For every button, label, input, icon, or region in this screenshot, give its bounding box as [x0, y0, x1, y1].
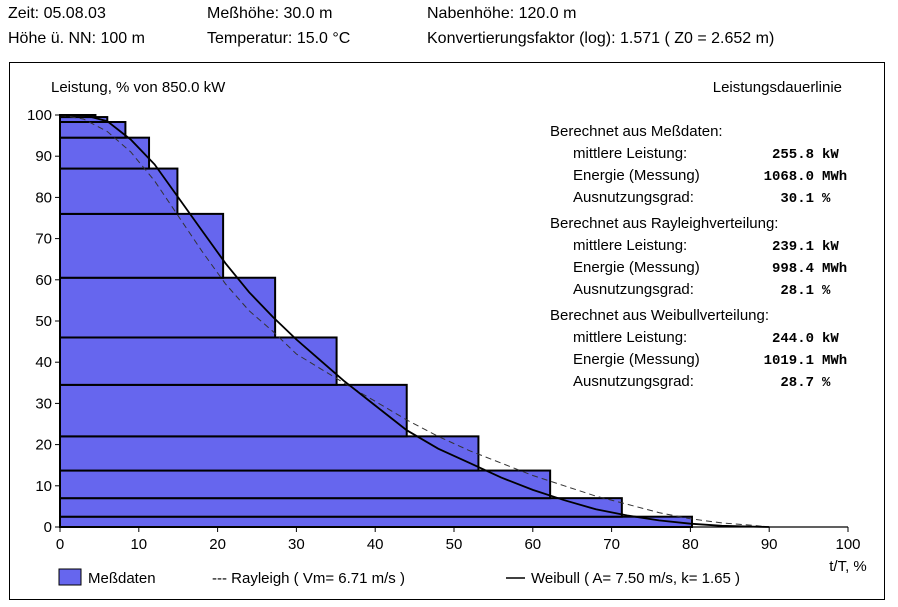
- bar: [59, 167, 179, 215]
- stats-label: Energie (Messung): [573, 351, 700, 368]
- y-tick-label: 40: [35, 354, 52, 371]
- y-tick-label: 50: [35, 313, 52, 330]
- stats-label: Ausnutzungsgrad:: [573, 189, 694, 206]
- x-tick-label: 10: [130, 536, 147, 553]
- stats-label: Energie (Messung): [573, 259, 700, 276]
- x-tick-label: 90: [761, 536, 778, 553]
- x-tick-label: 20: [209, 536, 226, 553]
- header-messhoehe: Meßhöhe: 30.0 m: [207, 5, 333, 22]
- stats-unit: MWh: [822, 261, 847, 277]
- stats-unit: %: [822, 191, 831, 207]
- stats-label: Ausnutzungsgrad:: [573, 281, 694, 298]
- x-tick-label: 0: [56, 536, 64, 553]
- stats-unit: kW: [822, 331, 839, 347]
- x-tick-label: 50: [446, 536, 463, 553]
- stats-value: 1019.1: [764, 353, 814, 369]
- header-konvertierung: Konvertierungsfaktor (log): 1.571 ( Z0 =…: [427, 30, 775, 47]
- y-tick-label: 100: [27, 107, 52, 124]
- x-tick-label: 70: [603, 536, 620, 553]
- stats-label: Energie (Messung): [573, 167, 700, 184]
- stats-value: 244.0: [772, 331, 814, 347]
- y-tick-label: 60: [35, 272, 52, 289]
- stats-value: 998.4: [772, 261, 814, 277]
- y-tick-label: 30: [35, 395, 52, 412]
- y-axis-label: Leistung, % von 850.0 kW: [51, 79, 226, 96]
- stats-value: 239.1: [772, 239, 814, 255]
- chart-frame: [9, 62, 885, 600]
- y-tick-label: 20: [35, 437, 52, 454]
- legend-bar-swatch: [58, 568, 82, 586]
- bar: [59, 136, 151, 170]
- x-tick-label: 40: [367, 536, 384, 553]
- header-temperatur: Temperatur: 15.0 °C: [207, 30, 351, 47]
- x-tick-label: 30: [288, 536, 305, 553]
- bar: [59, 435, 480, 472]
- stats-value: 30.1: [780, 191, 814, 207]
- stats-unit: MWh: [822, 353, 847, 369]
- y-tick-label: 80: [35, 189, 52, 206]
- x-tick-label: 80: [682, 536, 699, 553]
- stats-label: Ausnutzungsgrad:: [573, 373, 694, 390]
- bar: [59, 469, 552, 500]
- x-tick-label: 100: [835, 536, 860, 553]
- stats-value: 28.7: [780, 375, 814, 391]
- bar: [59, 212, 225, 279]
- stats-label: mittlere Leistung:: [573, 237, 687, 254]
- stats-unit: kW: [822, 147, 839, 163]
- y-tick-label: 10: [35, 478, 52, 495]
- stats-unit: MWh: [822, 169, 847, 185]
- rayleigh-line: [59, 114, 770, 528]
- bar: [59, 515, 693, 529]
- y-tick-label: 90: [35, 148, 52, 165]
- chart-title: Leistungsdauerlinie: [713, 79, 842, 96]
- stats-label: mittlere Leistung:: [573, 329, 687, 346]
- stats-label: mittlere Leistung:: [573, 145, 687, 162]
- stats-value: 1068.0: [764, 169, 814, 185]
- stats-heading: Berechnet aus Rayleighverteilung:: [550, 215, 778, 232]
- bar: [59, 383, 408, 438]
- header-nabenhoehe: Nabenhöhe: 120.0 m: [427, 5, 577, 22]
- stats-value: 255.8: [772, 147, 814, 163]
- stats-unit: %: [822, 283, 831, 299]
- stats-heading: Berechnet aus Meßdaten:: [550, 123, 723, 140]
- legend-messdaten: Meßdaten: [88, 570, 156, 587]
- x-axis-label: t/T, %: [829, 558, 867, 575]
- stats-value: 28.1: [780, 283, 814, 299]
- bar: [59, 276, 277, 339]
- weibull-line: [60, 114, 770, 528]
- legend-rayleigh: --- Rayleigh ( Vm= 6.71 m/s ): [212, 570, 405, 587]
- header-zeit: Zeit: 05.08.03: [8, 5, 106, 22]
- stats-unit: kW: [822, 239, 839, 255]
- stats-heading: Berechnet aus Weibullverteilung:: [550, 307, 769, 324]
- bar: [59, 336, 338, 386]
- stats-unit: %: [822, 375, 831, 391]
- y-tick-label: 70: [35, 231, 52, 248]
- y-tick-label: 0: [44, 519, 52, 536]
- header-hoehe-nn: Höhe ü. NN: 100 m: [8, 30, 145, 47]
- bar: [59, 497, 623, 518]
- legend-weibull: Weibull ( A= 7.50 m/s, k= 1.65 ): [531, 570, 740, 587]
- x-tick-label: 60: [524, 536, 541, 553]
